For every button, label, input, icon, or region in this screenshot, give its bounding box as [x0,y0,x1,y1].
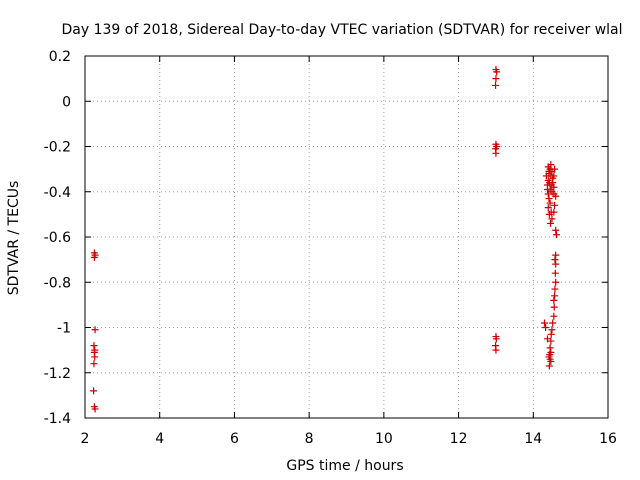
x-tick-label: 10 [375,431,393,447]
y-tick-label: -0.4 [44,185,71,201]
x-axis-label: GPS time / hours [286,458,403,474]
x-tick-label: 12 [450,431,468,447]
x-tick-label: 14 [524,431,542,447]
data-point [550,303,558,311]
data-point [492,346,500,354]
data-point [91,353,99,361]
y-tick-label: -0.8 [44,275,71,291]
tick-labels: 2 4 6 8 10 12 14 16 0.2 0 -0.2 -0.4 -0.6 -0.8 -1 -1.2 -1… [44,49,617,447]
data-point [548,326,556,334]
y-tick-label: 0.2 [49,49,71,65]
data-point [549,319,557,327]
data-point [552,251,560,259]
data-point [545,210,553,218]
data-points [90,66,560,413]
y-tick-label: 0 [62,94,71,110]
data-point [90,360,98,368]
data-point [545,170,553,178]
data-point [551,269,559,277]
axis-ticks [84,55,609,419]
data-point [542,324,550,331]
data-point [548,215,556,223]
data-point [552,226,560,234]
x-tick-label: 6 [230,431,239,447]
data-point [546,199,554,207]
data-point [552,231,560,239]
data-point [91,326,99,334]
data-point [547,348,555,356]
data-point [550,312,558,320]
y-tick-label: -1 [57,321,71,337]
data-point [547,337,555,345]
data-point [552,260,560,268]
data-point [551,165,559,173]
data-point [552,278,560,286]
y-tick-label: -1.2 [44,366,71,382]
x-tick-label: 16 [599,431,617,447]
data-point [546,344,554,352]
data-point [552,192,560,200]
data-point [547,161,555,169]
data-point [550,172,558,180]
x-tick-label: 8 [305,431,314,447]
data-point [492,81,500,89]
data-point [551,285,559,293]
data-point [545,195,553,203]
data-point [91,251,99,259]
data-point [90,342,98,350]
x-tick-label: 2 [81,431,90,447]
data-point [550,296,558,304]
data-point [551,201,559,209]
data-point [492,335,500,343]
y-tick-label: -0.2 [44,140,71,156]
y-tick-label: -0.6 [44,230,71,246]
data-point [90,387,98,395]
chart-title: Day 139 of 2018, Sidereal Day-to-day VTE… [61,22,622,38]
data-point [492,149,500,157]
data-point [543,185,551,193]
x-tick-label: 4 [155,431,164,447]
data-point [545,362,553,370]
data-point [540,319,548,327]
data-point [551,256,559,264]
data-point [547,357,555,365]
grid-lines [85,56,608,418]
y-tick-label: -1.4 [44,411,71,427]
data-point [547,330,555,338]
data-point [544,204,552,212]
data-point [91,405,99,413]
data-point [550,208,558,216]
data-point [551,292,559,300]
data-point [549,179,557,187]
data-point [493,68,501,76]
data-point [550,183,558,191]
y-axis-label: SDTVAR / TECUs [6,181,22,296]
data-point [492,75,500,83]
data-point [546,219,554,227]
